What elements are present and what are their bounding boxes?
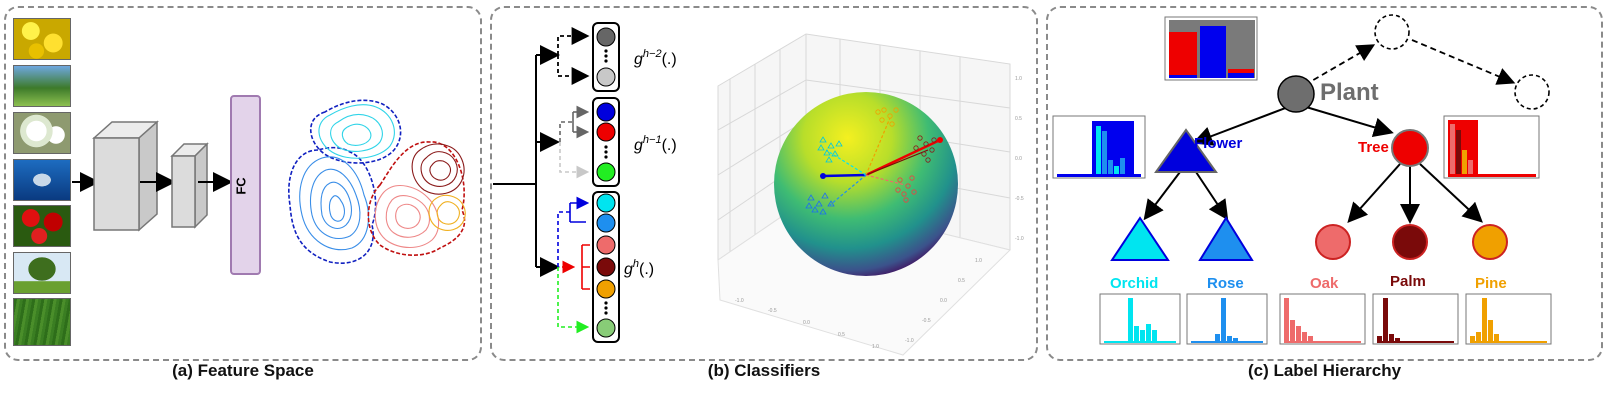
label-oak: Oak — [1310, 275, 1339, 292]
feature-space-diagram: FC — [72, 95, 466, 275]
cnn-block-small — [170, 142, 209, 229]
label-hierarchy-diagram: Plant Flower Tree Orchid Rose Oak Palm P… — [1052, 14, 1552, 345]
histogram-palm — [1372, 293, 1459, 345]
thumb-orchid-flowers — [13, 18, 71, 60]
classifier-box-gh1 — [592, 97, 620, 187]
sphere-tick-marks: -1.0 -0.5 0.0 0.5 1.0 1.0 0.5 0.0 -0.5 -1.0 1.0 0… — [735, 76, 1024, 350]
node-oak — [1315, 224, 1351, 260]
svg-text:0.0: 0.0 — [1015, 156, 1022, 162]
label-palm: Palm — [1390, 273, 1426, 290]
svg-text:0.5: 0.5 — [958, 278, 965, 284]
thumb-white-orchid — [13, 112, 71, 154]
dashed-node-top — [1374, 14, 1410, 50]
label-flower: Flower — [1194, 135, 1243, 152]
label-g-h-minus-1: gh−1(.) — [634, 134, 677, 154]
cluster-rose-contours — [299, 156, 369, 251]
svg-text:1.0: 1.0 — [1015, 76, 1022, 82]
label-tree: Tree — [1358, 139, 1389, 156]
node-plant — [1277, 75, 1315, 113]
node-orchid — [1110, 216, 1170, 261]
thumb-shark — [13, 159, 71, 201]
cluster-palm-contours — [411, 143, 465, 195]
panel-label-hierarchy — [1046, 6, 1603, 361]
cluster-pine-contours — [428, 194, 466, 231]
thumb-oak-tree — [13, 252, 71, 294]
points-orchid — [817, 136, 843, 163]
label-g-h: gh(.) — [624, 258, 654, 278]
panel-classifiers — [490, 6, 1038, 361]
thumb-grass — [13, 298, 71, 346]
points-pine — [875, 107, 899, 127]
svg-text:-0.5: -0.5 — [1015, 196, 1024, 202]
svg-text:0.5: 0.5 — [838, 332, 845, 338]
label-orchid: Orchid — [1110, 275, 1158, 292]
classifiers-diagram: -1.0 -0.5 0.0 0.5 1.0 1.0 0.5 0.0 -0.5 -1.0 1.0 0… — [493, 22, 1024, 356]
svg-text:-0.5: -0.5 — [922, 318, 931, 324]
svg-text:-1.0: -1.0 — [735, 298, 744, 304]
svg-text:0.5: 0.5 — [1015, 116, 1022, 122]
node-rose — [1198, 216, 1254, 261]
node-tree — [1391, 129, 1429, 167]
node-palm — [1392, 224, 1428, 260]
cluster-orchid-contours — [318, 104, 395, 159]
histogram-pine — [1465, 293, 1552, 345]
label-plant: Plant — [1320, 79, 1379, 106]
node-pine — [1472, 224, 1508, 260]
cluster-tree-outer — [367, 141, 466, 256]
caption-label-hierarchy: (c) Label Hierarchy — [1247, 361, 1402, 380]
histogram-plant — [1164, 16, 1258, 81]
panel-feature-space — [4, 6, 482, 361]
label-g-h-minus-2: gh−2(.) — [634, 48, 677, 68]
cluster-flower-outer — [288, 99, 402, 264]
svg-text:-0.5: -0.5 — [768, 308, 777, 314]
cnn-block-large — [92, 120, 159, 232]
fc-label: FC — [234, 177, 249, 195]
svg-text:-1.0: -1.0 — [905, 338, 914, 344]
cluster-oak-contours — [374, 185, 440, 249]
caption-classifiers: (b) Classifiers — [707, 361, 821, 380]
unit-sphere — [774, 92, 958, 276]
points-rose — [805, 192, 835, 215]
svg-text:0.0: 0.0 — [803, 320, 810, 326]
points-palm — [913, 135, 937, 163]
histogram-tree — [1443, 115, 1540, 179]
fc-layer — [230, 95, 261, 275]
thumb-palm-trees — [13, 65, 71, 107]
classifier-rays — [822, 117, 941, 206]
histogram-flower — [1052, 115, 1146, 179]
thumb-red-roses — [13, 205, 71, 247]
caption-feature-space: (a) Feature Space — [172, 361, 314, 380]
label-rose: Rose — [1207, 275, 1244, 292]
points-oak — [895, 175, 917, 203]
svg-text:0.0: 0.0 — [940, 298, 947, 304]
node-flower — [1154, 128, 1218, 173]
dashed-node-right — [1514, 74, 1550, 110]
svg-text:1.0: 1.0 — [872, 344, 879, 350]
histogram-rose — [1186, 293, 1268, 345]
svg-text:1.0: 1.0 — [975, 258, 982, 264]
label-pine: Pine — [1475, 275, 1507, 292]
svg-text:-1.0: -1.0 — [1015, 236, 1024, 242]
histogram-orchid — [1099, 293, 1181, 345]
histogram-oak — [1279, 293, 1366, 345]
